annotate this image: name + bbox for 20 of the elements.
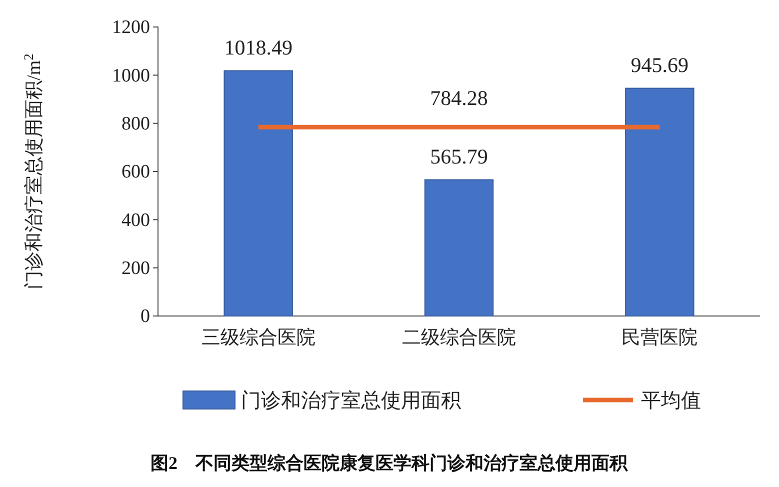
y-tick-label: 600 [122,162,150,183]
bar [424,179,494,316]
text: 图2 不同类型综合医院康复医学科门诊和治疗室总使用面积 [150,453,628,473]
y-tick-label: 1000 [112,65,150,86]
bar [625,88,694,316]
data-label: 784.28 [430,86,488,110]
data-label: 1018.49 [224,36,292,60]
data-label: 945.69 [630,53,689,78]
x-tick-label: 三级综合医院 [201,327,316,348]
x-tick-label: 二级综合医院 [402,327,516,348]
legend-label: 平均值 [641,390,701,412]
y-tick-label: 400 [122,210,150,231]
x-tick-label: 民营医院 [622,327,698,348]
y-tick-label: 1200 [112,17,150,38]
y-tick-label: 200 [122,258,150,279]
bar [224,70,293,316]
y-tick-label: 0 [140,306,150,328]
y-tick-label: 800 [122,113,150,134]
data-label: 565.79 [430,144,488,169]
legend-label: 门诊和治疗室总使用面积 [241,389,461,412]
